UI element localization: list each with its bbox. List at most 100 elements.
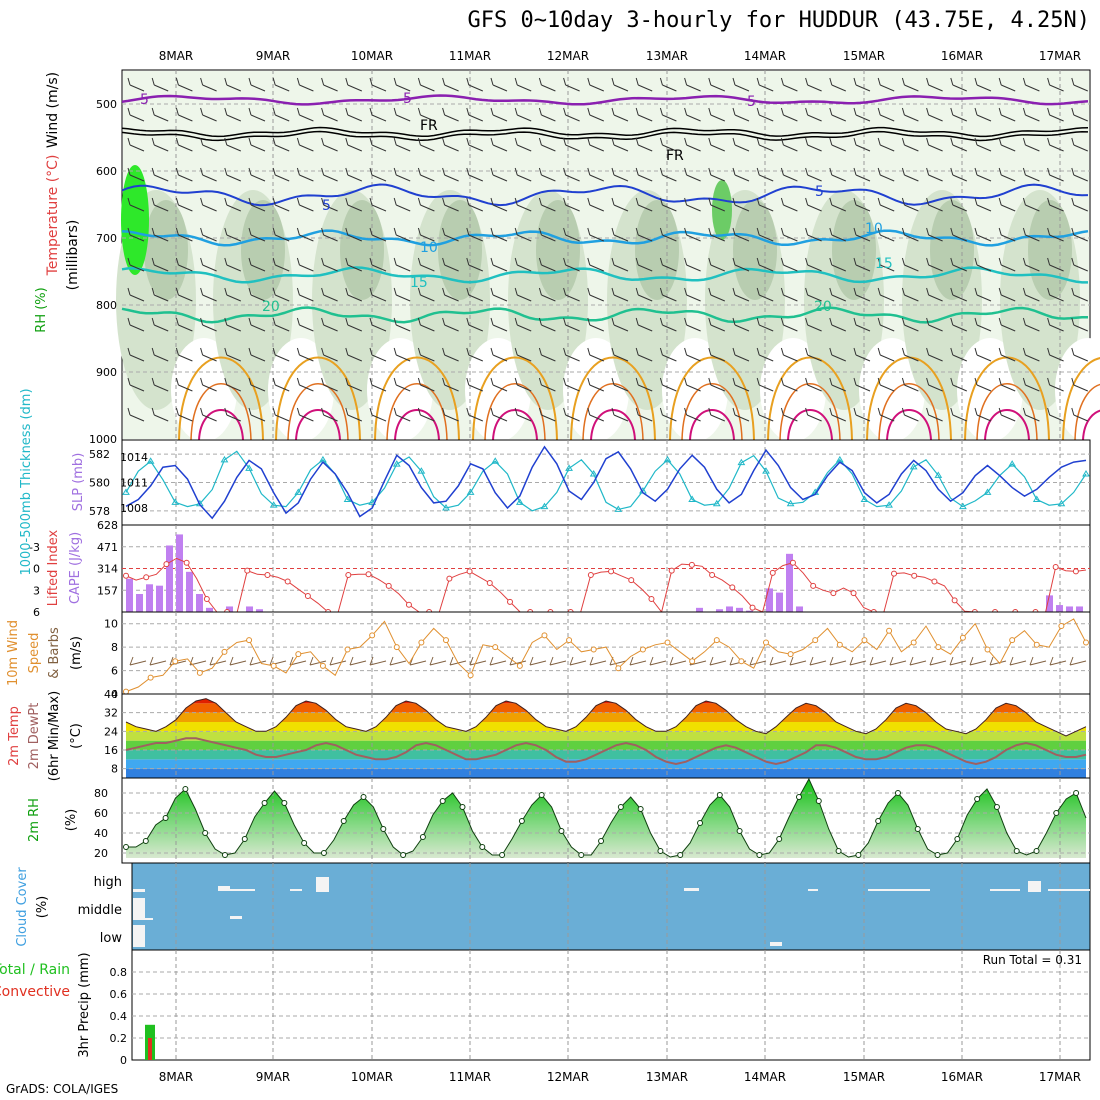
cloud-units-label: (%) [35,896,50,919]
wind-barb [345,227,362,242]
rh-line-point [499,852,506,858]
wind-barb [849,656,867,666]
wind-barb [248,407,266,422]
wind-barb [248,197,266,212]
wind-barb [1022,377,1040,392]
cape-bar [696,607,703,612]
wind-barb [974,287,992,302]
date-label-top: 8MAR [159,49,194,63]
wind-barb [805,407,822,422]
thickness-line-point [540,502,549,510]
wind-barb [175,287,193,302]
temperature-contour [121,130,1089,142]
lifted-index-line-point [163,561,170,568]
wind-barb [563,107,580,122]
rh-line-point [914,826,921,832]
lifted-index-line-point [507,598,513,605]
rh-shading [340,200,384,300]
thickness-tick: 582 [89,448,110,461]
wind-barb [442,287,459,302]
wind-speed-line-point [467,672,474,679]
wind-barb [345,137,362,152]
wind-barb [490,317,508,332]
rh2m-axis-label: 2m RH [27,798,42,842]
wind-barb [175,227,193,242]
cape-bar [766,588,773,612]
thickness-line-point [860,495,869,502]
wind-barb [224,167,241,182]
wind-barb [901,137,919,152]
wind-barb [829,407,846,422]
thickness-line-point [171,498,180,505]
thickness-line-point [909,462,918,470]
wind-barb [669,656,687,666]
thickness-line [125,450,1087,512]
wind-barb [805,347,822,362]
wind-barb [490,347,508,362]
wind-barb [321,77,338,92]
wind-barb [659,227,677,242]
wind10m-speed-label: Speed [27,633,42,674]
wind-speed-line-point [566,637,573,644]
wind-barb [1047,377,1064,392]
rh-line-point [221,852,228,858]
wind-barb [393,377,411,392]
wind-barb [756,287,774,302]
wind-barb [926,347,943,362]
temp-units-label: (°C) [69,723,84,749]
wind-barb [926,287,943,302]
wind-barb [659,137,677,152]
wind-barb [1071,407,1088,422]
rh-line-point [340,818,347,824]
dry-core [465,338,531,442]
thickness-panel: 582 580 578 1014 1011 1008 [89,439,1091,526]
wind-barb [659,257,677,272]
temperature-contour [121,94,1089,106]
wind-barb [248,107,266,122]
rh-line-point [123,844,129,850]
wind-barb [587,77,604,92]
wind-barb [1047,137,1064,152]
wind-barb [635,287,653,302]
cloud-level-label: low [100,931,123,946]
wind-barb [756,137,774,152]
temperature-axis-label: Temperature (°C) [45,155,61,277]
wind-barb [175,197,193,212]
temperature-band [126,731,1086,741]
wind-barb [974,257,992,272]
wind-barb [429,656,447,666]
contour-label: 10 [865,221,883,237]
wind-barb [587,377,604,392]
wind-barb [989,656,1007,666]
wind-barb [659,347,677,362]
thickness-line-point [442,504,450,511]
thickness-line-point [983,488,992,495]
rh-line-point [716,792,723,798]
wind-barb [1071,317,1088,332]
wind-barb [877,377,895,392]
wind-barb [127,197,145,212]
wind-barb [684,137,701,152]
wind-barb [950,167,967,182]
wind-barb [514,257,532,272]
wind-barb [877,227,895,242]
wind-barb [1022,227,1040,242]
rh-line-point [360,794,367,800]
thickness-line-point [663,455,672,463]
wind-barb [684,197,701,212]
temperature-contour [178,356,264,441]
wind-barb [649,656,667,666]
chart-title: GFS 0~10day 3-hourly for HUDDUR (43.75E,… [467,8,1090,33]
thickness-line-point [1057,499,1066,507]
wind-barb [224,227,241,242]
wind-barb [151,197,169,212]
wind-barb [442,167,459,182]
wind-barb [345,407,362,422]
wind-barb [998,197,1016,212]
rh-line-point [202,830,209,836]
wind-barb [1047,287,1064,302]
thickness-line-point [392,460,401,467]
wind-barb [909,656,927,666]
wind-barb [769,656,787,666]
wind-barb [369,407,387,422]
